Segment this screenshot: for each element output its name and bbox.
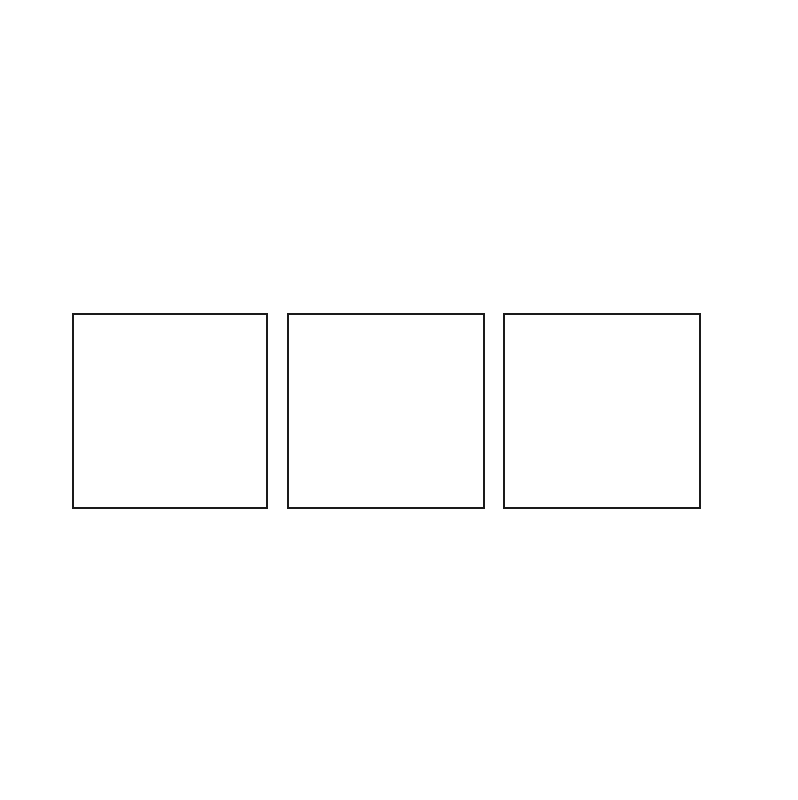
contour-panel-zero	[287, 313, 485, 509]
contour-panel-negative	[503, 313, 701, 509]
contour-canvas-positive	[74, 315, 266, 507]
contour-panel-positive	[72, 313, 268, 509]
contour-canvas-negative	[505, 315, 699, 507]
md-simulation-snapshot	[411, 13, 704, 285]
contour-canvas-zero	[289, 315, 483, 507]
thz-plots	[0, 520, 798, 800]
